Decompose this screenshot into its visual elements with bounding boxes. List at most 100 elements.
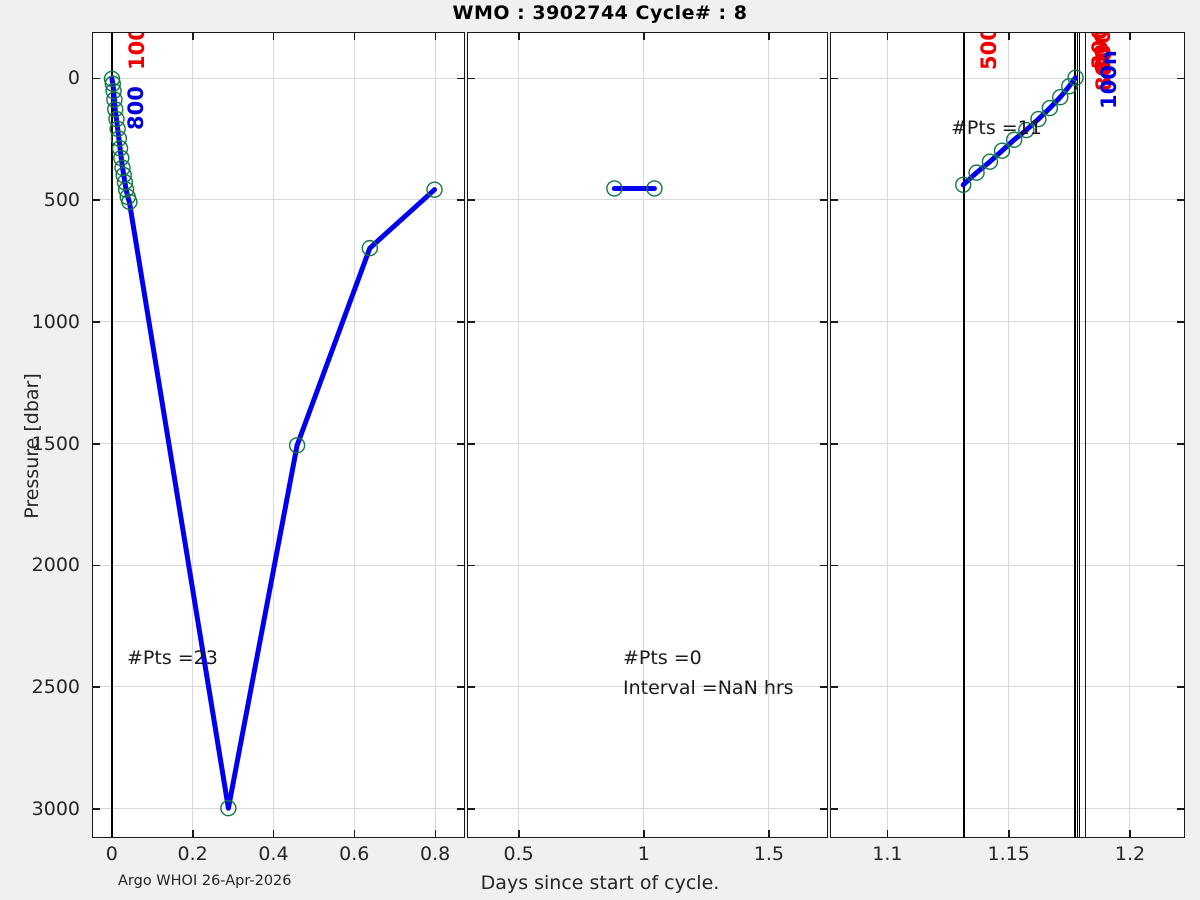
x-axis-tick [1008,33,1010,40]
data-series [606,180,663,197]
data-point-marker [1018,121,1035,139]
x-axis-tick [353,830,356,837]
y-axis-tick [468,321,475,323]
y-axis-tick [1177,808,1184,810]
grid-line-horizontal [93,77,464,79]
grid-line-horizontal [468,686,827,688]
data-point-marker [110,130,128,147]
grid-line-horizontal [468,564,827,566]
x-axis-tick [272,33,275,40]
annotation-interval: Interval =NaN hrs [623,676,794,699]
x-axis-tick [886,830,889,837]
x-axis-tick [518,830,520,837]
grid-line-horizontal [831,321,1184,323]
y-tick-label: 0 [67,67,80,90]
y-axis-tick [1177,564,1184,567]
y-axis-tick [831,442,838,445]
y-axis-tick [93,77,100,80]
y-tick-label: 1000 [31,310,80,333]
event-line-black [1076,33,1079,837]
grid-line-horizontal [93,199,464,201]
x-axis-tick [518,33,520,40]
panel-ascent[interactable]: 500 300 800 800 100n #Pts =11 [830,32,1185,838]
grid-line-vertical [886,33,888,837]
grid-line-horizontal [831,686,1184,688]
y-tick-label: 500 [43,189,80,212]
y-axis-tick [93,564,100,567]
grid-line-horizontal [468,77,827,79]
event-line-black [1074,33,1076,837]
data-point-marker [111,140,129,157]
panel-park[interactable]: #Pts =0 Interval =NaN hrs [467,32,828,838]
data-point-marker [955,176,972,194]
x-axis-tick [768,830,770,837]
grid-line-vertical [192,33,194,837]
y-axis-tick [468,686,475,689]
grid-line-horizontal [831,442,1184,444]
grid-line-horizontal [831,564,1184,566]
data-point-marker [104,75,121,92]
grid-line-horizontal [93,686,464,688]
x-axis-tick [643,33,645,40]
y-axis-tick [93,321,100,323]
grid-line-horizontal [468,321,827,323]
y-axis-tick [820,199,827,201]
grid-line-horizontal [93,564,464,566]
x-tick-label: 1.15 [987,843,1030,865]
pressure-marker-label-red: 100 [124,32,149,71]
data-point-marker [1041,99,1059,117]
data-point-marker [606,180,623,197]
grid-line-vertical [1008,33,1010,837]
annotation-point-count: #Pts =0 [623,647,702,670]
data-point-marker [993,142,1011,159]
pressure-marker-label-red: 500 [976,32,1001,71]
annotation-point-count: #Pts =23 [127,647,218,670]
x-axis-tick [1129,830,1132,837]
grid-line-vertical [272,33,274,837]
y-tick-label: 2500 [31,676,80,699]
y-axis-tick [820,686,827,689]
y-axis-tick [457,321,464,323]
y-axis-tick [468,564,475,567]
grid-line-horizontal [468,199,827,201]
y-axis-tick [831,77,838,80]
grid-line-horizontal [93,442,464,444]
x-axis-title: Days since start of cycle. [480,872,720,894]
grid-line-horizontal [831,199,1184,201]
y-axis-tick [831,808,838,810]
grid-line-vertical [1129,33,1131,837]
y-axis-tick [468,442,475,445]
panel-descent[interactable]: 100 800 #Pts =23 [92,32,465,838]
grid-line-vertical [518,33,520,837]
y-axis-tick [1177,77,1184,80]
data-point-marker [288,437,306,454]
y-axis-tick [820,564,827,567]
event-line-black [963,33,965,837]
x-axis-tick [272,830,275,837]
x-axis-tick [768,33,770,40]
x-tick-label: 0 [105,843,118,865]
data-point-marker [981,153,999,170]
y-tick-label: 2000 [31,554,80,577]
data-point-marker [117,181,135,198]
data-point-marker [646,180,663,197]
y-axis-tick [1177,442,1184,445]
y-axis-tick [93,686,100,689]
data-point-marker [1005,131,1023,148]
y-axis-tick [1177,686,1184,689]
x-axis-tick [353,33,356,40]
data-point-marker [103,70,121,88]
x-tick-label: 1.2 [1114,843,1146,865]
y-axis-tick [93,199,100,201]
y-axis-tick [457,564,464,567]
grid-line-vertical [768,33,770,837]
event-line-black [1078,33,1081,837]
data-point-marker [1067,69,1084,86]
y-axis-tick [820,321,827,323]
data-series [103,70,443,817]
y-axis-tick [831,199,838,201]
y-tick-label: 3000 [31,797,80,820]
data-point-marker [106,91,123,108]
y-axis-title: Pressure [dbar] [21,373,43,519]
